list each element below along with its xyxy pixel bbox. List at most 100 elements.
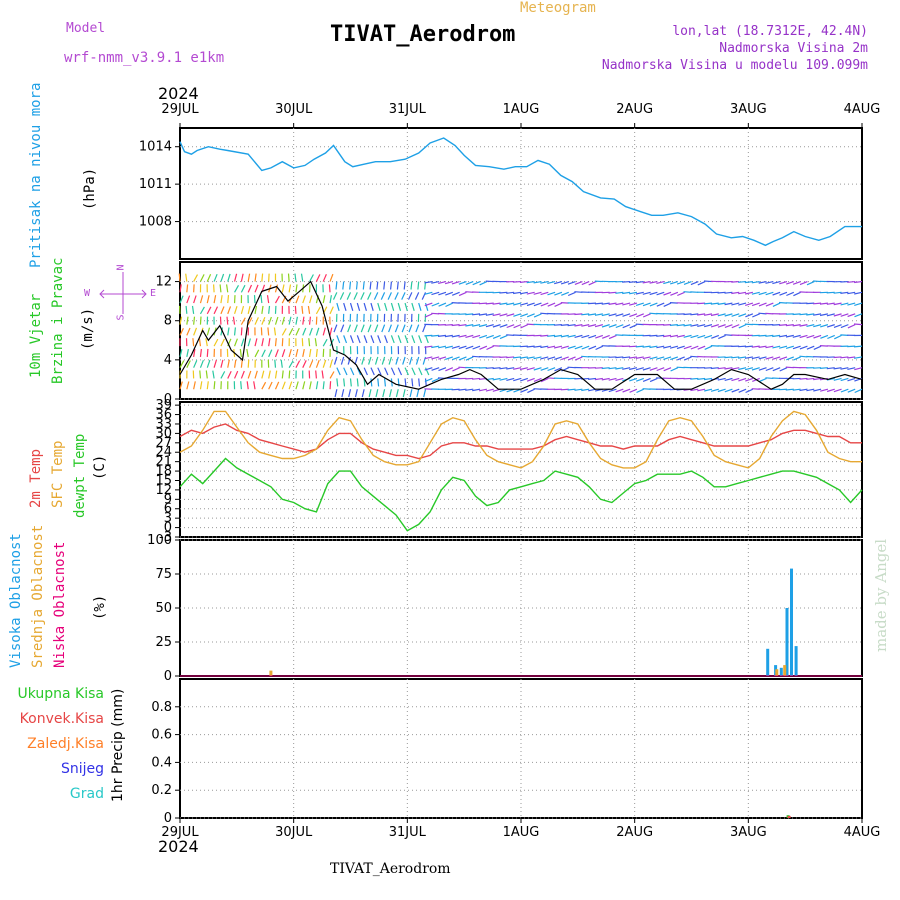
wind-barb — [731, 356, 740, 359]
wind-barb — [329, 306, 334, 315]
wind-barb — [486, 345, 494, 351]
precip-snow-label: Snijeg — [60, 761, 104, 777]
wind-barb — [281, 349, 286, 358]
wind-barb — [186, 360, 191, 368]
wind-barb — [281, 381, 286, 390]
wind-barb — [690, 345, 699, 350]
temperature-ytick-label: 3 — [164, 511, 172, 526]
wind-barb — [268, 349, 273, 358]
wind-barb — [274, 349, 279, 358]
wind-barb — [431, 291, 440, 296]
wind-barb — [806, 388, 815, 392]
wind-barb — [227, 273, 231, 282]
wind-barb — [656, 302, 665, 307]
wind-barb — [458, 345, 467, 350]
wind-barb — [411, 335, 416, 344]
wind-barb — [751, 388, 760, 390]
wind-barb — [683, 345, 692, 350]
wind-barb — [581, 324, 590, 327]
precipitation-panel-frame — [179, 678, 863, 819]
wind-barb — [281, 316, 285, 325]
wind-barb — [193, 360, 198, 368]
wind-barb — [452, 367, 460, 372]
wind-barb — [547, 291, 556, 296]
wind-barb — [424, 335, 429, 344]
wind-barb — [438, 302, 447, 307]
wind-barb — [642, 388, 651, 390]
wind-barb — [513, 302, 522, 306]
wind-barb — [533, 291, 542, 295]
wind-barb — [745, 388, 754, 394]
wind-barb — [547, 345, 556, 349]
compass-e: E — [150, 288, 157, 299]
wind-barb — [785, 345, 794, 349]
wind-barb — [717, 367, 726, 370]
wind-barb — [424, 367, 430, 376]
wind-barb — [703, 302, 713, 305]
wind-barb — [356, 335, 361, 344]
wind-barb — [847, 302, 856, 306]
wind-barb — [328, 284, 331, 293]
temperature-ytick-label: 39 — [155, 398, 172, 413]
wind-barb — [227, 295, 230, 304]
wind-barb — [649, 356, 658, 360]
wind-barb — [690, 313, 699, 316]
wind-barb — [533, 280, 542, 284]
wind-barb — [636, 313, 644, 318]
wind-barb — [308, 348, 312, 358]
wind-barb — [799, 313, 808, 316]
x-tick-label-top: 1AUG — [503, 102, 540, 117]
wind-barb — [834, 334, 842, 340]
wind-barb — [799, 345, 808, 350]
wind-barb — [772, 302, 781, 307]
wind-barb — [472, 388, 481, 392]
wind-barb — [261, 381, 267, 390]
wind-barb — [390, 302, 395, 311]
wind-barb — [361, 356, 365, 365]
wind-barb — [451, 356, 460, 361]
wind-barb — [608, 324, 617, 328]
wind-barb — [329, 371, 335, 379]
wind-barb — [341, 389, 345, 398]
wind-barb — [526, 280, 535, 284]
wind-barb — [179, 381, 183, 390]
wind-barb — [813, 324, 822, 328]
wind-barb — [588, 345, 597, 350]
wind-barb — [806, 345, 815, 350]
wind-barb — [622, 313, 631, 317]
wind-barb — [772, 280, 781, 285]
wind-barb — [649, 291, 658, 296]
wind-barb — [752, 313, 760, 318]
wind-barb — [690, 388, 699, 392]
wind-barb — [438, 356, 447, 360]
wind-barb — [615, 388, 624, 393]
wind-barb — [227, 327, 230, 336]
wind-barb — [635, 367, 644, 371]
wind-barb — [847, 280, 856, 283]
wind-barb — [813, 367, 822, 369]
wind-barb — [847, 313, 856, 318]
wind-barb — [240, 305, 245, 315]
wind-barb — [615, 291, 624, 294]
wind-barb — [404, 302, 408, 311]
wind-barb — [220, 338, 225, 347]
wind-barb — [322, 338, 328, 347]
wind-barb — [301, 305, 304, 314]
wind-barb — [192, 338, 195, 347]
wind-barb — [240, 317, 246, 325]
cloud-ytick-label: 25 — [155, 635, 172, 650]
wind-barb — [676, 334, 685, 338]
wind-barb — [724, 291, 733, 294]
wind-barb — [813, 280, 822, 283]
wind-barb — [226, 316, 229, 325]
wind-barb — [690, 377, 699, 380]
wind-barb — [506, 302, 515, 306]
temperature-ytick-label: 6 — [164, 502, 172, 517]
wind-barb — [356, 378, 359, 387]
wind-barb — [697, 313, 706, 316]
wind-barb — [635, 291, 644, 295]
wind-barb — [520, 388, 529, 393]
wind-barb — [240, 381, 242, 390]
wind-barb — [758, 356, 767, 360]
wind-barb — [220, 273, 225, 282]
